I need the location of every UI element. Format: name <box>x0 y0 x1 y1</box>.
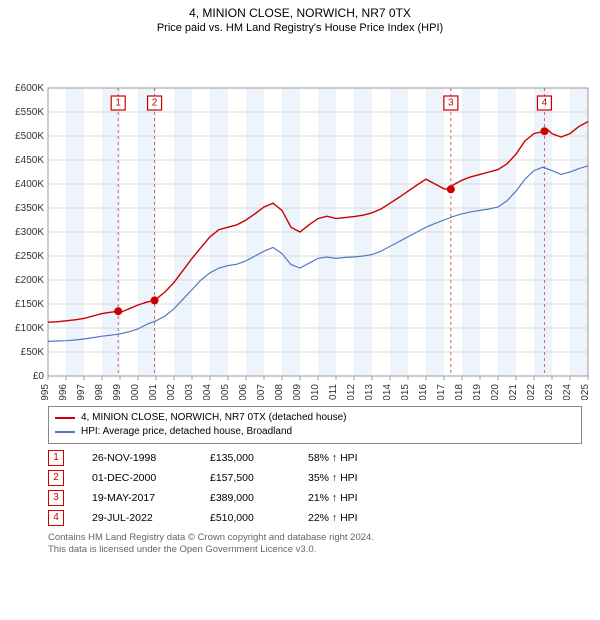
svg-text:2019: 2019 <box>472 384 483 400</box>
table-row: 3 19-MAY-2017 £389,000 21% ↑ HPI <box>48 488 582 508</box>
legend-item: HPI: Average price, detached house, Broa… <box>55 425 575 439</box>
svg-text:£200K: £200K <box>15 275 44 286</box>
svg-text:2: 2 <box>152 98 158 109</box>
tx-badge: 1 <box>48 450 64 466</box>
tx-hpi: 58% ↑ HPI <box>308 448 388 468</box>
svg-text:2000: 2000 <box>130 384 141 400</box>
chart-title: 4, MINION CLOSE, NORWICH, NR7 0TX <box>0 6 600 20</box>
svg-text:£400K: £400K <box>15 179 44 190</box>
tx-badge: 2 <box>48 470 64 486</box>
svg-text:2022: 2022 <box>526 384 537 400</box>
svg-text:2021: 2021 <box>508 384 519 400</box>
svg-text:2003: 2003 <box>184 384 195 400</box>
legend: 4, MINION CLOSE, NORWICH, NR7 0TX (detac… <box>48 406 582 444</box>
svg-text:2014: 2014 <box>382 384 393 400</box>
tx-badge: 3 <box>48 490 64 506</box>
table-row: 4 29-JUL-2022 £510,000 22% ↑ HPI <box>48 508 582 528</box>
svg-text:£50K: £50K <box>21 347 45 358</box>
svg-text:1996: 1996 <box>58 384 69 400</box>
svg-text:£600K: £600K <box>15 83 44 94</box>
footer-note: Contains HM Land Registry data © Crown c… <box>48 532 582 556</box>
legend-swatch <box>55 431 75 433</box>
svg-text:£150K: £150K <box>15 299 44 310</box>
svg-text:1997: 1997 <box>76 384 87 400</box>
svg-text:2013: 2013 <box>364 384 375 400</box>
svg-text:1999: 1999 <box>112 384 123 400</box>
price-chart: £0 £50K £100K £150K £200K £250K £300K £350K £400… <box>0 40 600 400</box>
svg-text:2012: 2012 <box>346 384 357 400</box>
svg-text:2011: 2011 <box>328 384 339 400</box>
tx-date: 19-MAY-2017 <box>92 488 182 508</box>
svg-text:£550K: £550K <box>15 107 44 118</box>
svg-text:£500K: £500K <box>15 131 44 142</box>
tx-price: £135,000 <box>210 448 280 468</box>
svg-text:£0: £0 <box>33 371 45 382</box>
svg-text:2009: 2009 <box>292 384 303 400</box>
footer-line: This data is licensed under the Open Gov… <box>48 544 582 556</box>
svg-text:2020: 2020 <box>490 384 501 400</box>
tx-price: £389,000 <box>210 488 280 508</box>
svg-text:3: 3 <box>448 98 454 109</box>
chart-subtitle: Price paid vs. HM Land Registry's House … <box>0 22 600 34</box>
svg-text:2016: 2016 <box>418 384 429 400</box>
table-row: 1 26-NOV-1998 £135,000 58% ↑ HPI <box>48 448 582 468</box>
svg-text:1: 1 <box>115 98 121 109</box>
tx-badge: 4 <box>48 510 64 526</box>
tx-date: 01-DEC-2000 <box>92 468 182 488</box>
svg-text:2005: 2005 <box>220 384 231 400</box>
svg-text:£450K: £450K <box>15 155 44 166</box>
legend-label: 4, MINION CLOSE, NORWICH, NR7 0TX (detac… <box>81 411 346 425</box>
svg-text:£300K: £300K <box>15 227 44 238</box>
table-row: 2 01-DEC-2000 £157,500 35% ↑ HPI <box>48 468 582 488</box>
legend-swatch <box>55 417 75 419</box>
svg-text:2007: 2007 <box>256 384 267 400</box>
tx-hpi: 35% ↑ HPI <box>308 468 388 488</box>
tx-hpi: 21% ↑ HPI <box>308 488 388 508</box>
svg-text:2010: 2010 <box>310 384 321 400</box>
tx-price: £157,500 <box>210 468 280 488</box>
svg-text:£250K: £250K <box>15 251 44 262</box>
svg-text:2023: 2023 <box>544 384 555 400</box>
svg-text:1995: 1995 <box>40 384 51 400</box>
tx-hpi: 22% ↑ HPI <box>308 508 388 528</box>
svg-text:£100K: £100K <box>15 323 44 334</box>
svg-text:2025: 2025 <box>580 384 591 400</box>
svg-text:2017: 2017 <box>436 384 447 400</box>
svg-text:2006: 2006 <box>238 384 249 400</box>
svg-text:2024: 2024 <box>562 384 573 400</box>
svg-text:2001: 2001 <box>148 384 159 400</box>
tx-date: 29-JUL-2022 <box>92 508 182 528</box>
transactions-table: 1 26-NOV-1998 £135,000 58% ↑ HPI 2 01-DE… <box>48 448 582 528</box>
svg-text:2004: 2004 <box>202 384 213 400</box>
svg-text:£350K: £350K <box>15 203 44 214</box>
tx-date: 26-NOV-1998 <box>92 448 182 468</box>
svg-text:2018: 2018 <box>454 384 465 400</box>
svg-text:2015: 2015 <box>400 384 411 400</box>
svg-text:2002: 2002 <box>166 384 177 400</box>
chart-container: 4, MINION CLOSE, NORWICH, NR7 0TX Price … <box>0 6 600 556</box>
tx-price: £510,000 <box>210 508 280 528</box>
legend-label: HPI: Average price, detached house, Broa… <box>81 425 292 439</box>
svg-text:1998: 1998 <box>94 384 105 400</box>
svg-text:2008: 2008 <box>274 384 285 400</box>
legend-item: 4, MINION CLOSE, NORWICH, NR7 0TX (detac… <box>55 411 575 425</box>
footer-line: Contains HM Land Registry data © Crown c… <box>48 532 582 544</box>
svg-text:4: 4 <box>542 98 548 109</box>
